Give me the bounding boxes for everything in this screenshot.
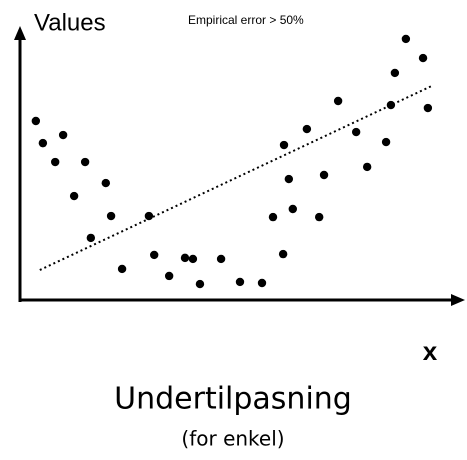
data-point bbox=[333, 96, 343, 106]
data-point bbox=[279, 140, 289, 150]
data-point bbox=[362, 162, 372, 172]
y-axis-label: Values bbox=[34, 9, 106, 36]
data-point bbox=[58, 130, 68, 140]
x-axis-arrow bbox=[451, 294, 465, 306]
data-point bbox=[302, 124, 312, 134]
data-point bbox=[235, 277, 245, 287]
data-point bbox=[381, 137, 391, 147]
data-point bbox=[38, 138, 48, 148]
data-point bbox=[288, 204, 297, 214]
data-point bbox=[257, 278, 267, 288]
data-point bbox=[31, 116, 41, 126]
chart-subtitle: (for enkel) bbox=[181, 427, 284, 451]
axes bbox=[14, 26, 465, 306]
x-axis-label: x bbox=[423, 336, 438, 366]
y-axis-arrow bbox=[14, 26, 26, 40]
trend-line bbox=[39, 84, 433, 271]
data-point bbox=[216, 254, 226, 264]
chart-title: Undertilpasning bbox=[114, 382, 352, 417]
data-point bbox=[319, 170, 329, 180]
data-point bbox=[180, 253, 190, 263]
data-point bbox=[188, 254, 198, 264]
annotation: Empirical error > 50% bbox=[188, 13, 304, 27]
data-point bbox=[51, 157, 60, 167]
data-point bbox=[386, 100, 396, 110]
data-point bbox=[117, 264, 127, 274]
data-point bbox=[423, 103, 433, 113]
data-point bbox=[86, 233, 96, 243]
data-point bbox=[284, 174, 294, 184]
data-point bbox=[401, 34, 411, 44]
data-point bbox=[106, 211, 116, 221]
data-point bbox=[351, 127, 361, 137]
data-point bbox=[164, 271, 174, 281]
data-point bbox=[418, 53, 428, 63]
data-point bbox=[69, 191, 79, 201]
data-point bbox=[268, 212, 278, 222]
data-point bbox=[195, 279, 205, 289]
data-point bbox=[150, 250, 159, 260]
data-point bbox=[315, 212, 324, 222]
data-point bbox=[80, 157, 90, 167]
data-point bbox=[390, 68, 400, 78]
data-point bbox=[101, 178, 111, 188]
data-point bbox=[144, 211, 154, 221]
data-point bbox=[278, 249, 288, 259]
